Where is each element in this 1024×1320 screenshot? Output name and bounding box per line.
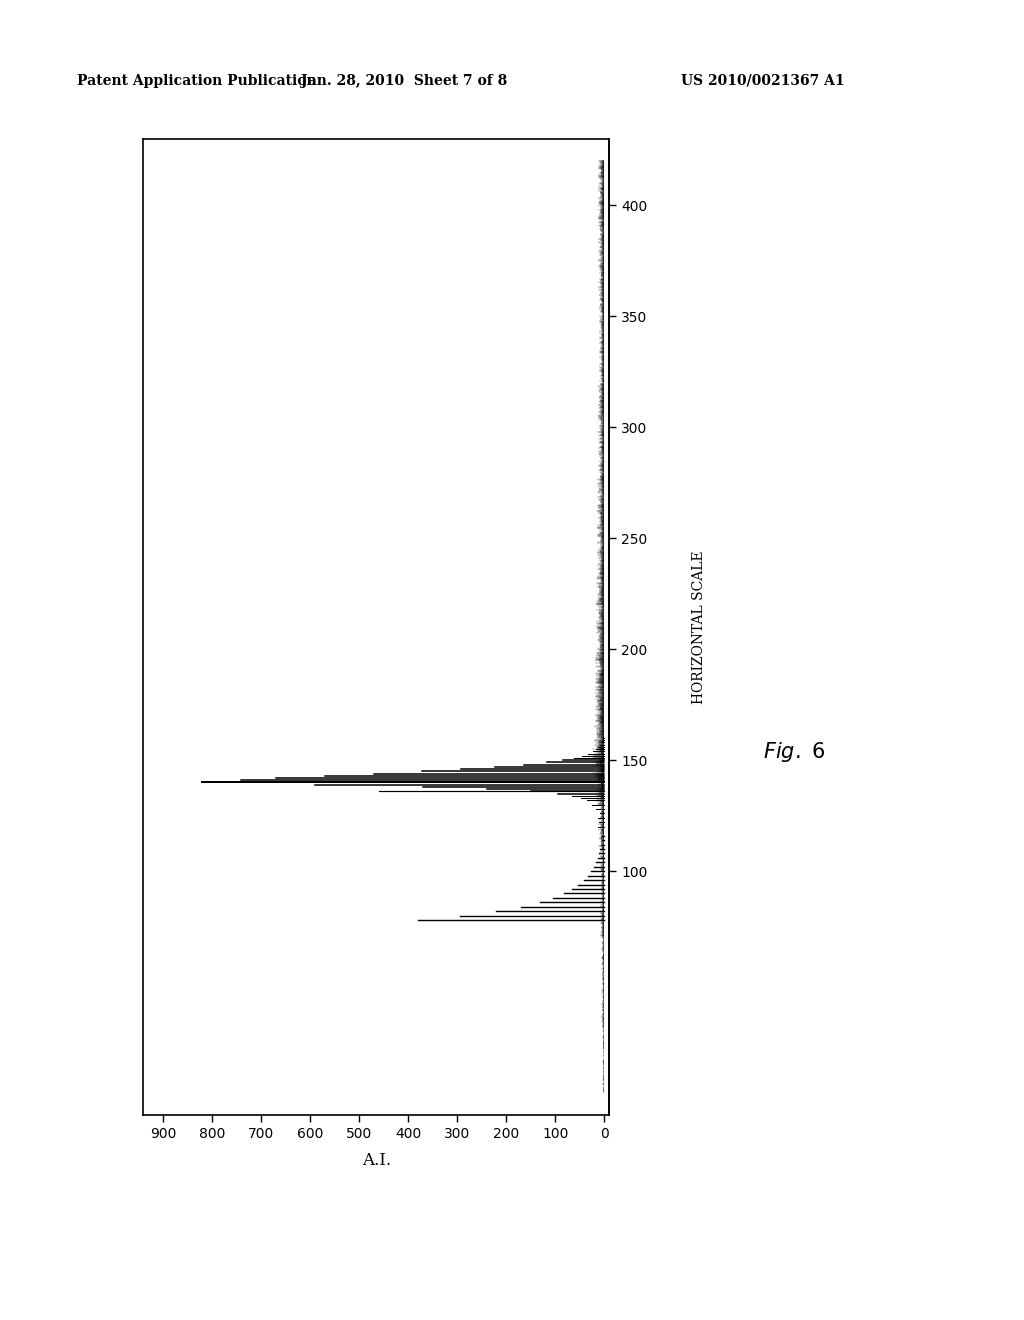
Text: Patent Application Publication: Patent Application Publication	[77, 74, 316, 88]
X-axis label: A.I.: A.I.	[361, 1152, 391, 1170]
Y-axis label: HORIZONTAL SCALE: HORIZONTAL SCALE	[692, 550, 706, 704]
Text: Jan. 28, 2010  Sheet 7 of 8: Jan. 28, 2010 Sheet 7 of 8	[301, 74, 508, 88]
Text: $\mathit{Fig.\ 6}$: $\mathit{Fig.\ 6}$	[763, 741, 825, 764]
Text: US 2010/0021367 A1: US 2010/0021367 A1	[681, 74, 845, 88]
